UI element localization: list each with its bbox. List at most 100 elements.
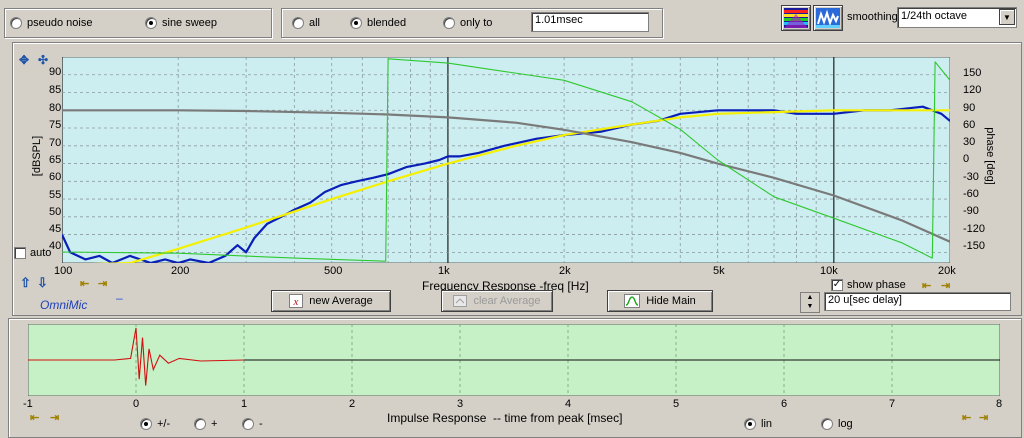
hide-main-button[interactable]: Hide Main [607,290,713,312]
y-left-tick: 75 [49,119,62,131]
radio-polarity-both[interactable]: +/- [140,418,170,430]
y-left-tick: 45 [49,223,62,235]
y-left-tick: 65 [49,154,62,166]
y-right-tick: 90 [963,102,976,114]
smoothing-select[interactable]: 1/24th octave ▼ [897,7,1017,28]
x-tick: 1k [438,265,450,277]
radio-dot [744,418,756,430]
delay-input[interactable]: 20 u[sec delay] [824,292,1011,311]
y-right-tick: 150 [963,67,982,79]
radio-polarity-negative[interactable]: - [242,418,263,430]
spin-down-icon[interactable]: ▼ [806,303,814,310]
radio-dot [242,418,254,430]
y-right-tick: 120 [963,84,982,96]
y-right-tick: -120 [963,223,986,235]
window-time-input[interactable]: 1.01msec [531,12,649,32]
radio-label: sine sweep [162,17,218,29]
impulse-x-tick: 6 [781,398,788,410]
clear-average-button[interactable]: clear Average [441,290,553,312]
radio-dot [821,418,833,430]
radio-dot [145,17,157,29]
delay-spinner[interactable]: ▲ ▼ [800,292,820,313]
pan-right-icon[interactable]: ⇥ [98,278,108,290]
phase-pan-right-icon[interactable]: ⇥ [941,280,951,292]
radio-polarity-positive[interactable]: + [194,418,217,430]
radio-pseudo-noise[interactable]: pseudo noise [10,17,92,29]
y-left-tick: 55 [49,189,62,201]
x-tick: 100 [54,265,73,277]
spectrogram-icon [816,8,840,28]
zoom-out-icon[interactable]: ✣ [38,53,49,67]
impulse-pan-right-icon-right[interactable]: ⇥ [979,412,989,424]
show-phase-checkbox[interactable]: ✓ show phase [831,279,906,291]
impulse-x-tick: 5 [673,398,680,410]
x-tick: 5k [713,265,725,277]
impulse-x-axis-label: Impulse Response -- time from peak [msec… [387,411,623,425]
impulse-x-tick: 8 [996,398,1003,410]
phase-pan-left-icon[interactable]: ⇤ [922,280,932,292]
window-group [281,8,663,38]
radio-label: blended [367,17,407,29]
radio-blended[interactable]: blended [350,17,406,29]
chevron-down-icon[interactable]: ▼ [999,9,1015,25]
radio-label: +/- [157,418,171,430]
spin-up-icon[interactable]: ▲ [806,294,814,301]
smoothing-value: 1/24th octave [901,10,968,22]
show-phase-label: show phase [847,279,906,291]
reference-curve [62,109,950,243]
pan-left-icon[interactable]: ⇤ [80,278,90,290]
y-left-axis-label: [dBSPL] [31,135,43,177]
impulse-early-curve [28,327,245,386]
svg-text:x: x [293,296,299,308]
impulse-pan-right-icon[interactable]: ⇥ [50,412,60,424]
checkbox-box: ✓ [831,279,843,291]
y-right-tick: 0 [963,153,970,165]
impulse-x-tick: 7 [889,398,896,410]
x-tick: 200 [171,265,190,277]
scroll-up-icon[interactable]: ⇧ [20,275,31,290]
waterfall-icon [784,8,808,28]
zoom-in-icon[interactable]: ✥ [19,53,30,67]
radio-dot [140,418,152,430]
new-average-button[interactable]: x new Average [271,290,391,312]
radio-only-to[interactable]: only to [443,17,492,29]
scroll-down-icon[interactable]: ⇩ [37,275,48,290]
clear-average-label: clear Average [473,295,541,307]
y-right-tick: -60 [963,188,979,200]
impulse-x-tick: 1 [241,398,248,410]
impulse-pan-left-icon-right[interactable]: ⇤ [962,412,972,424]
impulse-response-plot[interactable] [28,324,1000,396]
radio-label: + [211,418,218,430]
radio-dot [350,17,362,29]
auto-checkbox[interactable]: auto [14,247,51,259]
smoothed-curve [92,109,950,263]
radio-dot [10,17,22,29]
x-tick: 20k [938,265,956,277]
y-right-tick: -150 [963,240,986,252]
hide-main-label: Hide Main [646,295,696,307]
x-axis-label: Frequency Response -freq [Hz] [422,279,589,293]
y-left-tick: 70 [49,137,62,149]
radio-all[interactable]: all [292,17,320,29]
radio-dot [443,17,455,29]
frequency-response-panel [12,42,1022,316]
radio-dot [194,418,206,430]
x-tick: 2k [559,265,571,277]
frequency-response-plot[interactable] [62,57,950,263]
impulse-pan-left-icon[interactable]: ⇤ [30,412,40,424]
y-right-tick: -90 [963,205,979,217]
x-tick: 10k [820,265,838,277]
mic-label: OmniMic [40,298,88,312]
waterfall-view-button[interactable] [781,5,811,31]
radio-label: lin [761,418,773,430]
radio-label: only to [460,17,493,29]
radio-scale-lin[interactable]: lin [744,418,772,430]
radio-scale-log[interactable]: log [821,418,853,430]
signal-type-group [4,8,272,38]
magnitude-curve [62,105,950,263]
y-left-tick: 85 [49,84,62,96]
spectrogram-view-button[interactable] [813,5,843,31]
clear-average-icon [453,295,468,307]
radio-sine-sweep[interactable]: sine sweep [145,17,217,29]
y-right-tick: -30 [963,171,979,183]
